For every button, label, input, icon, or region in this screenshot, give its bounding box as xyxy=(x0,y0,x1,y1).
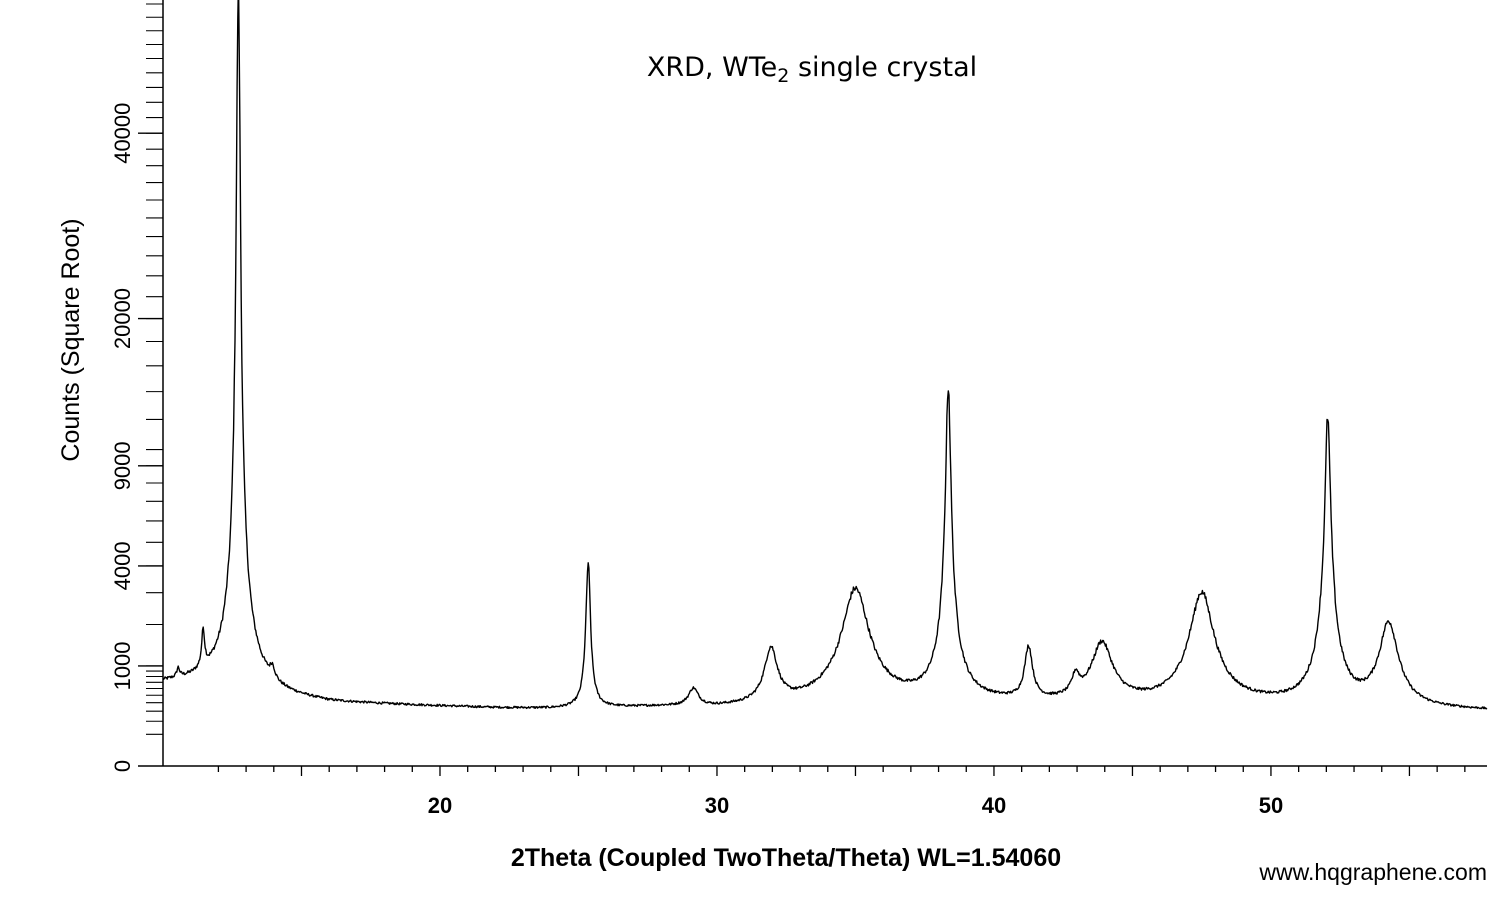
y-tick-label: 4000 xyxy=(110,541,135,590)
x-tick-label: 50 xyxy=(1259,793,1283,818)
x-axis-title: 2Theta (Coupled TwoTheta/Theta) WL=1.540… xyxy=(511,844,1061,872)
y-tick-label: 9000 xyxy=(110,441,135,490)
chart-title-main: XRD, WTe xyxy=(647,52,777,83)
chart-title-suffix: single crystal xyxy=(789,52,977,83)
y-axis-title: Counts (Square Root) xyxy=(57,218,85,461)
x-tick-label: 20 xyxy=(428,793,452,818)
y-axis-ticks: 0 1000 4000 9000 20000 40000 xyxy=(110,3,163,772)
y-tick-label: 1000 xyxy=(110,641,135,690)
watermark-text: www.hqgraphene.com xyxy=(1258,859,1487,885)
y-tick-label: 40000 xyxy=(110,103,135,164)
plot-axes xyxy=(162,0,1487,767)
x-axis-ticks: 20 30 40 50 xyxy=(217,766,1466,818)
x-tick-label: 40 xyxy=(982,793,1006,818)
series-line-xrd-pattern xyxy=(162,0,1488,710)
chart-title: XRD, WTe2 single crystal xyxy=(647,52,977,87)
x-tick-label: 30 xyxy=(705,793,729,818)
y-tick-label: 0 xyxy=(110,760,135,772)
y-tick-label: 20000 xyxy=(110,288,135,349)
chart-title-subscript: 2 xyxy=(777,65,789,87)
